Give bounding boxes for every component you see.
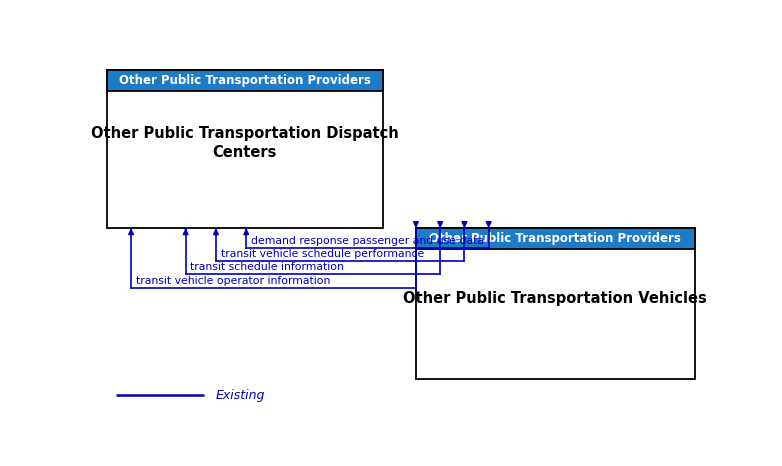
Bar (416, 228, 694, 249)
Text: transit vehicle schedule performance: transit vehicle schedule performance (221, 249, 424, 259)
Bar (107, 70, 382, 91)
Bar (107, 70, 382, 91)
Text: Other Public Transportation Dispatch
Centers: Other Public Transportation Dispatch Cen… (91, 126, 399, 160)
Text: Other Public Transportation Providers: Other Public Transportation Providers (429, 232, 681, 245)
Text: transit vehicle operator information: transit vehicle operator information (136, 275, 330, 286)
Text: Other Public Transportation Vehicles: Other Public Transportation Vehicles (404, 291, 707, 306)
Text: Existing: Existing (216, 389, 265, 402)
Text: Other Public Transportation Providers: Other Public Transportation Providers (119, 74, 371, 87)
Bar (416, 228, 694, 379)
Text: transit schedule information: transit schedule information (191, 262, 344, 272)
Text: demand response passenger and use data: demand response passenger and use data (251, 236, 484, 246)
Bar (416, 228, 694, 249)
Bar (107, 70, 382, 228)
